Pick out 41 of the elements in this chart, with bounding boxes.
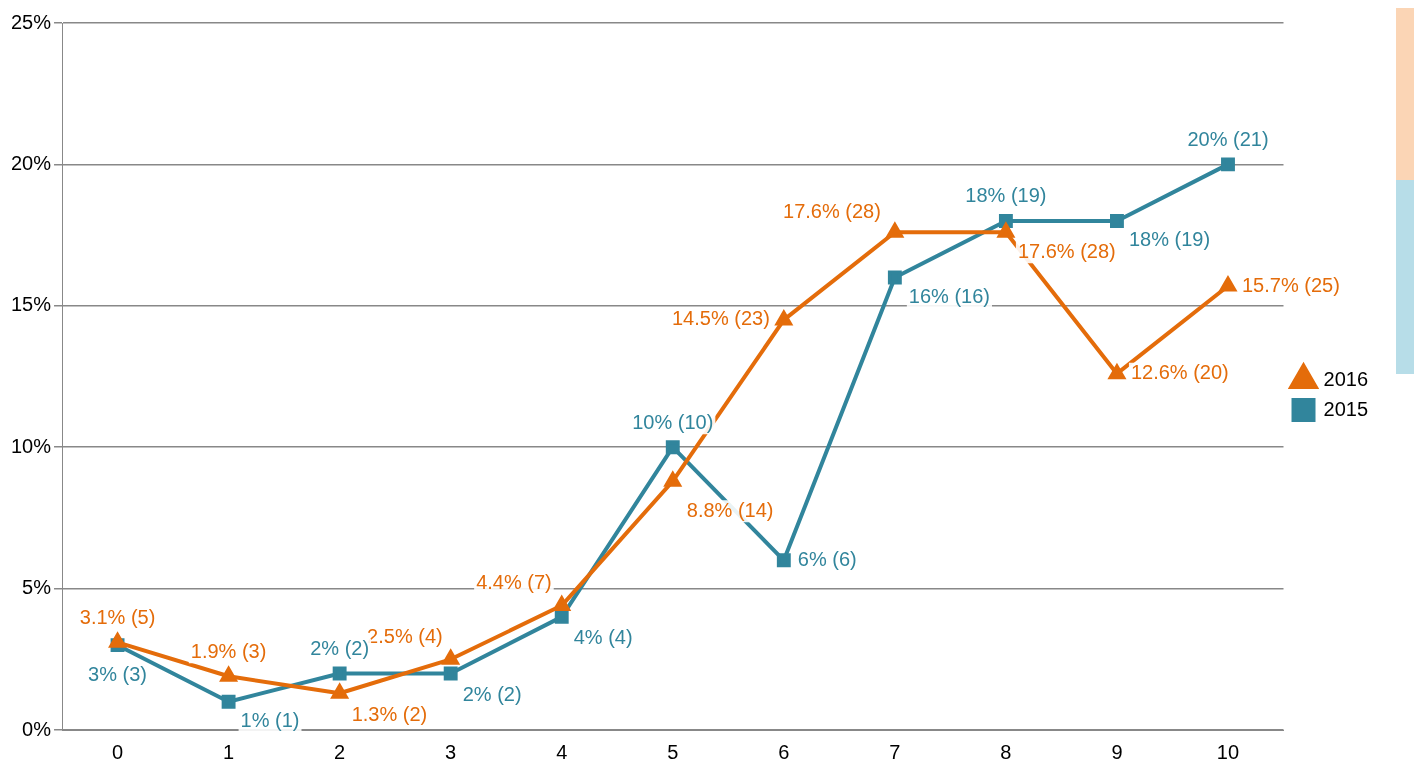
y-tick-label: 20% bbox=[11, 151, 52, 174]
data-label: 1.3% (2) bbox=[351, 702, 428, 725]
y-tick-label: 10% bbox=[11, 434, 52, 457]
x-tick-label: 0 bbox=[111, 740, 124, 763]
data-label: 15.7% (25) bbox=[1241, 273, 1340, 296]
data-label: 2% (2) bbox=[462, 682, 522, 705]
data-label: 4.4% (7) bbox=[476, 571, 552, 594]
y-tick-label: 25% bbox=[11, 10, 52, 33]
data-label: 14.5% (23) bbox=[671, 307, 770, 330]
data-label: 2% (2) bbox=[310, 636, 370, 659]
legend-label: 2016 bbox=[1323, 367, 1369, 390]
data-label: 17.6% (28) bbox=[1017, 239, 1116, 262]
x-tick-label: 3 bbox=[445, 740, 457, 763]
data-label: 20% (21) bbox=[1187, 127, 1269, 150]
y-tick-label: 5% bbox=[22, 576, 52, 599]
data-label: 12.6% (20) bbox=[1130, 361, 1229, 384]
x-tick-label: 5 bbox=[667, 740, 679, 763]
x-tick-label: 8 bbox=[1000, 740, 1012, 763]
data-label: 1.9% (3) bbox=[190, 639, 267, 662]
x-tick-label: 10 bbox=[1216, 740, 1240, 763]
y-tick-label: 15% bbox=[11, 293, 52, 316]
data-label: 16% (16) bbox=[908, 285, 991, 308]
data-label: 4% (4) bbox=[573, 626, 633, 649]
data-label: 18% (19) bbox=[965, 184, 1047, 207]
x-tick-label: 2 bbox=[334, 740, 346, 763]
data-label: 1% (1) bbox=[240, 709, 300, 732]
x-tick-label: 1 bbox=[223, 740, 235, 763]
data-label: 3% (3) bbox=[88, 662, 147, 685]
x-tick-label: 4 bbox=[556, 740, 568, 763]
data-label: 8.8% (14) bbox=[686, 498, 774, 521]
data-label: 6% (6) bbox=[797, 547, 857, 570]
data-label: 3.1% (5) bbox=[79, 605, 156, 628]
data-label: 18% (19) bbox=[1128, 228, 1211, 251]
data-label: 17.6% (28) bbox=[783, 199, 881, 222]
y-tick-label: 0% bbox=[22, 717, 52, 740]
data-label: 2.5% (4) bbox=[367, 624, 443, 647]
x-tick-label: 6 bbox=[778, 740, 790, 763]
legend-label: 2015 bbox=[1323, 397, 1369, 420]
x-tick-label: 7 bbox=[889, 740, 901, 763]
data-label: 10% (10) bbox=[632, 410, 714, 433]
x-tick-label: 9 bbox=[1111, 740, 1123, 763]
